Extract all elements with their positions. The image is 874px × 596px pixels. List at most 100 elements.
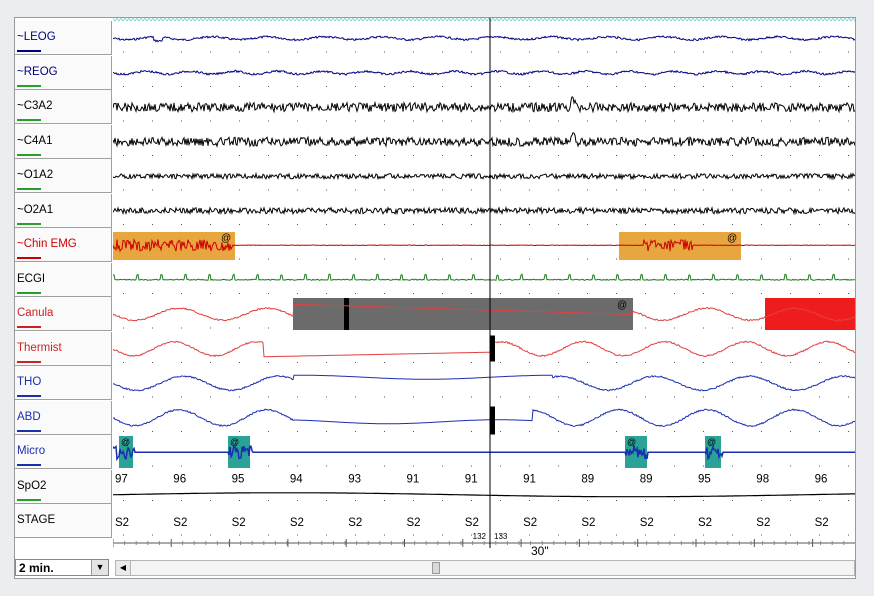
- channel-row-label[interactable]: ~REOG: [15, 55, 112, 90]
- grid-dot: [384, 258, 385, 260]
- top-hatch: [180, 18, 186, 22]
- channel-label: THO: [17, 376, 42, 388]
- channel-row-label[interactable]: ECGI: [15, 262, 112, 297]
- grid-dot: [529, 362, 530, 363]
- spo2-value: 95: [232, 474, 245, 486]
- grid-dot: [500, 293, 501, 294]
- grid-dot: [123, 396, 124, 398]
- grid-dot: [674, 500, 675, 501]
- scroll-left-arrow-icon[interactable]: ◀: [116, 561, 131, 575]
- grid-dot: [558, 362, 559, 363]
- top-hatch: [456, 18, 462, 22]
- grid-dot: [442, 258, 443, 260]
- grid-dot: [268, 534, 269, 536]
- top-hatch: [752, 18, 758, 22]
- grid-dot: [326, 155, 327, 156]
- channel-row-label[interactable]: SpO2: [15, 469, 112, 504]
- grid-dot: [442, 362, 443, 363]
- channel-row-label[interactable]: Micro: [15, 435, 112, 469]
- grid-dot: [384, 431, 385, 432]
- grid-dot: [268, 396, 269, 398]
- signal-trace: [113, 408, 855, 427]
- grid-dot: [123, 155, 124, 156]
- top-hatch: [324, 18, 330, 22]
- zoom-select[interactable]: 2 min. ▼: [15, 559, 109, 576]
- grid-dot: [732, 500, 733, 501]
- top-hatch: [364, 18, 370, 22]
- channel-row-label[interactable]: ~Chin EMG: [15, 228, 112, 262]
- grid-dot: [210, 431, 211, 432]
- signal-trace: [113, 443, 855, 462]
- top-hatch: [288, 18, 294, 22]
- grid-dot: [239, 224, 240, 225]
- signal-trace: [113, 374, 855, 392]
- grid-dot: [587, 465, 588, 467]
- top-hatch: [784, 18, 790, 22]
- grid-dot: [210, 396, 211, 398]
- channel-scale-bar: [17, 84, 41, 87]
- channel-row-label[interactable]: STAGE: [15, 504, 112, 538]
- channel-row-label[interactable]: ~LEOG: [15, 21, 112, 55]
- top-hatch: [372, 18, 378, 22]
- channel-row-label[interactable]: ~C3A2: [15, 90, 112, 124]
- grid-dot: [587, 396, 588, 398]
- top-hatch: [360, 18, 366, 22]
- grid-dot: [761, 51, 762, 53]
- channel-row-label[interactable]: Canula: [15, 297, 112, 331]
- grid-dot: [848, 293, 849, 294]
- grid-dot: [413, 258, 414, 260]
- grid-dot: [703, 120, 704, 122]
- top-hatch: [404, 18, 410, 22]
- grid-dot: [268, 327, 269, 329]
- channel-row-label[interactable]: ~O1A2: [15, 159, 112, 193]
- channel-row-label[interactable]: ABD: [15, 400, 112, 435]
- grid-dot: [587, 155, 588, 156]
- grid-dot: [384, 396, 385, 398]
- top-hatch: [828, 18, 834, 22]
- top-hatch: [168, 18, 174, 22]
- channel-row-label[interactable]: ~O2A1: [15, 193, 112, 228]
- grid-dot: [819, 293, 820, 294]
- grid-dot: [587, 362, 588, 363]
- grid-dot: [790, 534, 791, 536]
- top-hatch: [652, 18, 658, 22]
- grid-dot: [819, 258, 820, 260]
- event-tick: [490, 406, 495, 435]
- top-hatch: [572, 18, 578, 22]
- spo2-value: 93: [348, 474, 361, 486]
- grid-dot: [848, 396, 849, 398]
- grid-dot: [471, 293, 472, 294]
- grid-dot: [819, 396, 820, 398]
- channel-scale-bar: [17, 429, 41, 432]
- top-hatch: [696, 18, 702, 22]
- grid-dot: [297, 155, 298, 156]
- stage-label: S2: [523, 517, 537, 529]
- grid-dot: [152, 120, 153, 122]
- top-hatch: [460, 18, 466, 22]
- top-hatch: [260, 18, 266, 22]
- grid-dot: [645, 431, 646, 432]
- grid-dot: [210, 120, 211, 122]
- grid-dot: [500, 465, 501, 467]
- chevron-down-icon[interactable]: ▼: [91, 560, 108, 575]
- top-hatch: [308, 18, 314, 22]
- grid-dot: [732, 224, 733, 225]
- top-hatch: [592, 18, 598, 22]
- top-hatch: [736, 18, 742, 22]
- time-scrollbar[interactable]: ◀: [115, 560, 855, 576]
- channel-row-label[interactable]: Thermist: [15, 331, 112, 366]
- grid-dot: [732, 155, 733, 156]
- top-hatch: [160, 18, 166, 22]
- channel-row-label[interactable]: ~C4A1: [15, 124, 112, 159]
- top-hatch: [220, 18, 226, 22]
- grid-dot: [355, 431, 356, 432]
- bottom-toolbar: 2 min. ▼ ◀: [15, 557, 855, 578]
- grid-dot: [181, 293, 182, 294]
- top-hatch: [312, 18, 318, 22]
- channel-row-label[interactable]: THO: [15, 366, 112, 400]
- scroll-thumb[interactable]: [432, 562, 440, 574]
- top-hatch: [484, 18, 490, 22]
- grid-dot: [500, 362, 501, 363]
- top-hatch: [164, 18, 170, 22]
- event-tick: [490, 335, 495, 362]
